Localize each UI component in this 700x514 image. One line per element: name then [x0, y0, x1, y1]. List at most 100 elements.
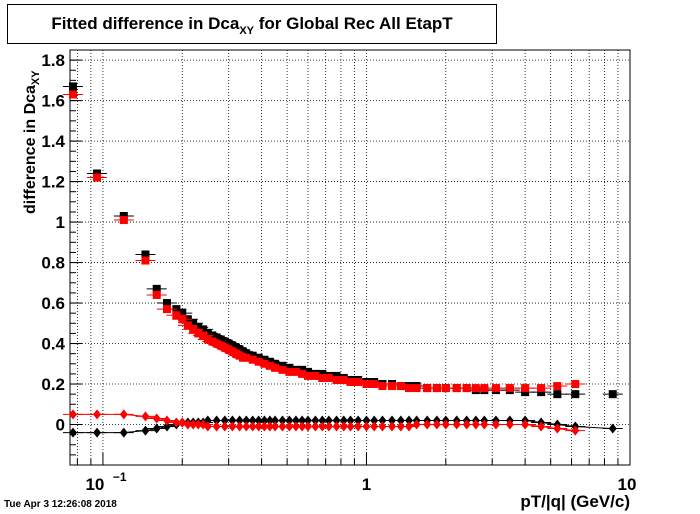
data-point	[162, 299, 171, 308]
data-point	[412, 384, 421, 393]
data-point	[178, 309, 187, 318]
y-tick-label: 1.2	[41, 173, 65, 192]
data-point	[183, 321, 192, 330]
data-point	[298, 365, 307, 374]
data-point	[491, 419, 500, 430]
y-tick-label: 1.4	[41, 132, 65, 151]
data-point	[571, 380, 580, 389]
axis-ticks	[70, 59, 619, 466]
tick-labels: 0 0.2 0.4 0.6 0.8 1 1.2 1.4 1.6 1.8 10 −1 1 10	[41, 51, 636, 494]
y-tick-label: 0	[56, 416, 65, 435]
data-point	[152, 413, 161, 424]
data-point	[69, 82, 78, 91]
data-point	[212, 333, 221, 342]
data-point	[93, 427, 102, 438]
data-point	[93, 169, 102, 178]
data-point	[553, 423, 562, 434]
data-point	[521, 384, 530, 393]
data-point	[242, 353, 251, 362]
data-point	[332, 371, 341, 380]
data-point	[69, 409, 78, 420]
data-point	[571, 390, 580, 399]
y-tick-label: 0.8	[41, 254, 65, 273]
data-point	[412, 419, 421, 430]
y-tick-label: 1.6	[41, 92, 65, 111]
data-point	[571, 425, 580, 436]
data-point	[265, 361, 274, 370]
data-point	[93, 173, 102, 182]
data-point	[162, 415, 171, 426]
y-tick-label: 0.6	[41, 294, 65, 313]
data-point	[119, 216, 128, 225]
data-point	[254, 357, 263, 366]
data-point	[396, 382, 405, 391]
data-point	[194, 323, 203, 332]
data-point	[178, 315, 187, 324]
data-point	[271, 359, 280, 368]
y-tick-label: 0.2	[41, 375, 65, 394]
data-point	[318, 369, 327, 378]
series-1	[63, 90, 586, 393]
data-point	[271, 363, 280, 372]
data-point	[537, 388, 546, 397]
data-point	[291, 367, 300, 376]
data-point	[521, 388, 530, 397]
data-point	[203, 335, 212, 344]
data-point	[370, 380, 379, 389]
data-point	[608, 423, 617, 434]
y-axis-label-wrap: difference in DcaXY	[0, 0, 44, 514]
data-point	[553, 382, 562, 391]
data-point	[441, 384, 450, 393]
data-point	[441, 419, 450, 430]
data-point	[189, 325, 198, 334]
data-point	[354, 378, 363, 386]
data-point	[248, 351, 257, 360]
data-point	[189, 319, 198, 328]
chart-title-box: Fitted difference in DcaXY for Global Re…	[7, 4, 497, 44]
data-point	[521, 419, 530, 430]
data-point	[199, 331, 208, 340]
data-point	[152, 423, 161, 434]
data-point	[298, 369, 307, 378]
data-point	[141, 250, 150, 259]
data-point	[141, 425, 150, 436]
data-point	[119, 212, 128, 220]
data-point	[608, 390, 617, 399]
data-point	[324, 373, 333, 382]
x-tick-label: 10	[618, 475, 637, 494]
x-tick-label: 1	[362, 475, 371, 494]
chart-title: Fitted difference in DcaXY for Global Re…	[51, 14, 453, 37]
data-point	[119, 427, 128, 438]
data-point	[480, 384, 489, 393]
data-point	[69, 427, 78, 438]
data-point	[278, 361, 287, 370]
data-point	[339, 375, 348, 384]
data-point	[242, 349, 251, 358]
data-point	[303, 367, 312, 376]
data-point	[537, 384, 546, 393]
timestamp: Tue Apr 3 12:26:08 2018	[4, 499, 117, 510]
x-tick-label-exponent: −1	[113, 470, 127, 484]
plot-frame	[69, 49, 631, 466]
data-point	[152, 284, 161, 293]
data-point	[172, 311, 181, 320]
data-point	[537, 421, 546, 432]
data-point	[216, 341, 225, 350]
y-tick-label: 1	[56, 213, 65, 232]
data-point	[119, 409, 128, 420]
plot-border	[69, 49, 631, 466]
data-point	[208, 337, 217, 346]
data-point	[152, 290, 161, 299]
y-tick-label: 0.4	[41, 335, 65, 354]
y-tick-label: 1.8	[41, 51, 65, 70]
data-point	[505, 419, 514, 430]
data-point	[141, 411, 150, 422]
data-point	[480, 419, 489, 430]
data-point	[216, 335, 225, 344]
data-point	[260, 359, 269, 368]
data-point	[265, 357, 274, 366]
series-0	[63, 82, 623, 399]
series-3	[63, 409, 586, 436]
data-point	[254, 353, 263, 362]
